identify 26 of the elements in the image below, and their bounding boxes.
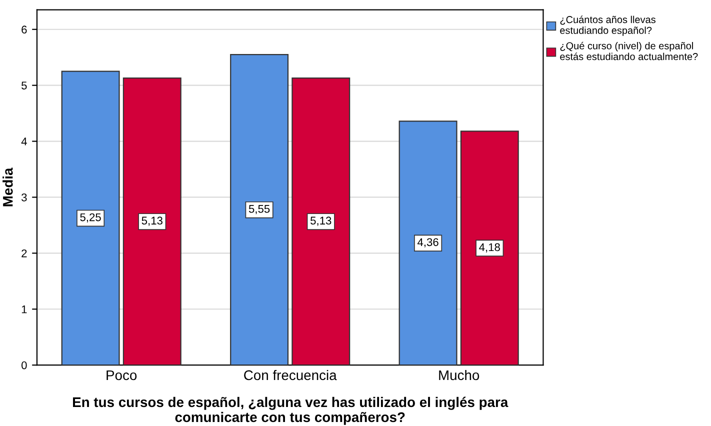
data-label: 5,13 bbox=[142, 216, 162, 226]
bar bbox=[230, 54, 289, 366]
x-axis-title: En tus cursos de español, ¿alguna vez has utilizado el inglés para comunicarte con tus compañeros? bbox=[73, 396, 508, 425]
y-tick-label: 5 bbox=[22, 82, 27, 90]
data-label: 5,25 bbox=[80, 213, 101, 223]
legend-label: ¿Cuántos años llevas estudiando español? bbox=[560, 16, 656, 36]
bar bbox=[292, 78, 350, 366]
x-tick-label: Mucho bbox=[439, 370, 480, 380]
bar bbox=[122, 78, 182, 366]
x-tick-label: Con frecuencia bbox=[244, 370, 337, 380]
y-tick-label: 3 bbox=[21, 194, 27, 202]
data-label: 4,18 bbox=[479, 243, 500, 252]
y-tick-label: 4 bbox=[21, 138, 27, 146]
data-label: 4,36 bbox=[417, 238, 438, 248]
y-axis-title: Media bbox=[2, 168, 13, 206]
data-label: 5,13 bbox=[310, 216, 332, 226]
legend-label: ¿Qué curso (nivel) de español estás estudiando actualmente? bbox=[560, 42, 698, 60]
y-tick-label: 1 bbox=[22, 306, 27, 314]
y-tick-label: 6 bbox=[22, 26, 27, 34]
x-tick-label: Poco bbox=[106, 370, 137, 380]
bar bbox=[460, 130, 519, 366]
bar bbox=[61, 70, 120, 366]
data-label: 5,55 bbox=[248, 205, 270, 214]
y-tick-label: 2 bbox=[22, 249, 27, 258]
y-tick-label: 0 bbox=[22, 361, 27, 370]
bar bbox=[398, 120, 458, 366]
